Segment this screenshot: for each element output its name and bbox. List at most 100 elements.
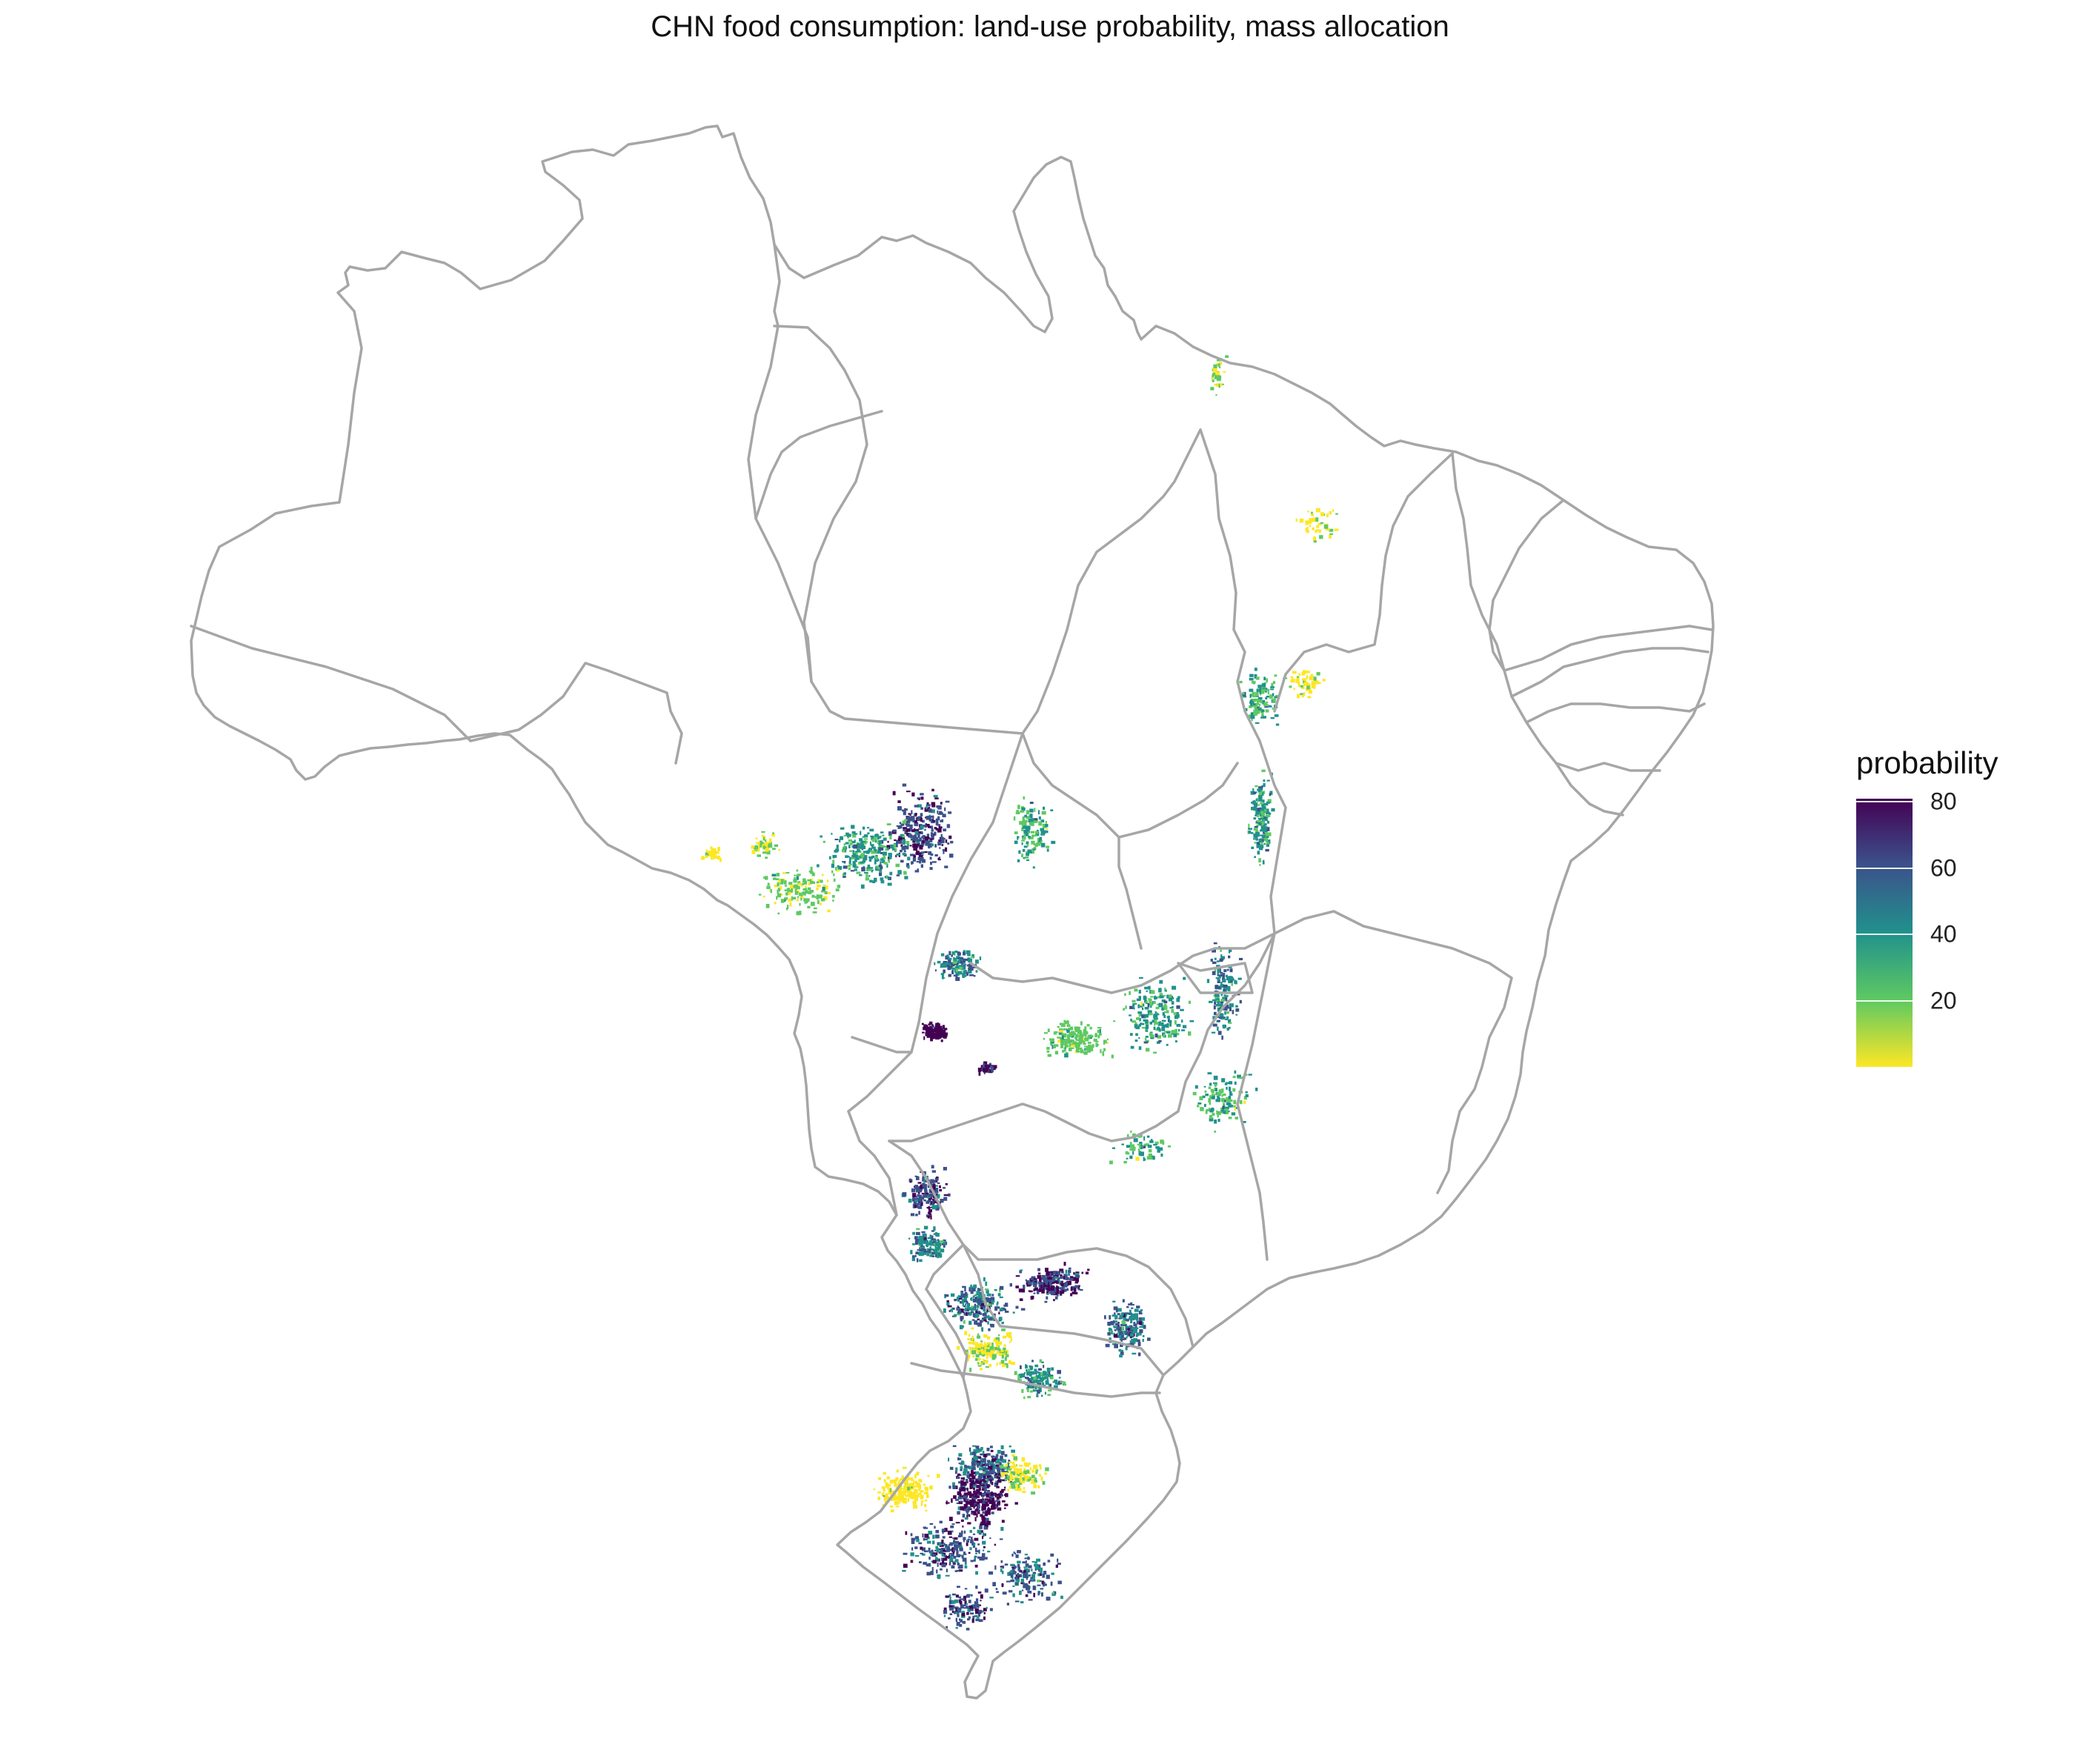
probability-pixel [1224,995,1229,997]
probability-pixel [807,879,811,882]
probability-pixel [1029,1282,1032,1286]
probability-pixel [997,1507,1002,1511]
probability-pixel [988,1068,993,1074]
probability-pixel [1255,692,1259,696]
probability-pixel [1233,1105,1236,1108]
probability-pixel [1129,1005,1134,1009]
probability-pixel [1065,1020,1069,1025]
probability-pixel [980,1458,985,1463]
probability-pixel [1113,1306,1118,1311]
probability-pixel [1235,1107,1239,1109]
probability-pixel [975,1586,978,1589]
probability-pixel [1221,958,1224,961]
probability-pixel [1018,1374,1023,1377]
probability-pixel [882,859,885,863]
probability-pixel [957,1544,960,1547]
probability-pixel [960,1316,964,1320]
probability-pixel [1334,528,1339,531]
probability-pixel [930,862,932,865]
probability-pixel [1050,1291,1054,1296]
probability-pixel [1001,1520,1005,1523]
probability-pixel [892,1479,897,1483]
probability-pixel [1023,1486,1025,1490]
probability-pixel [974,1358,978,1361]
probability-pixel [915,843,919,848]
probability-pixel [972,1484,977,1486]
probability-pixel [1097,1034,1100,1039]
probability-pixel [1032,1282,1037,1286]
probability-pixel [1217,1019,1220,1022]
probability-pixel [936,1569,938,1574]
probability-pixel [889,1481,893,1484]
probability-pixel [1158,1147,1163,1151]
probability-pixel [1208,1108,1211,1110]
probability-pixel [1255,785,1258,788]
probability-pixel [995,1588,998,1590]
probability-pixel [983,1454,988,1457]
probability-pixel [1032,1384,1034,1388]
probability-pixel [1261,769,1266,773]
probability-pixel [929,1523,934,1526]
probability-pixel [928,1200,931,1202]
probability-pixel [827,892,831,894]
probability-pixel [1031,1561,1035,1563]
probability-pixel [1018,850,1021,854]
probability-pixel [848,867,851,871]
probability-pixel [958,1295,963,1300]
probability-pixel [1047,1394,1051,1397]
probability-pixel [902,783,907,787]
probability-pixel [1258,703,1261,706]
probability-pixel [1026,1477,1030,1482]
probability-pixel [953,1540,956,1545]
probability-pixel [1111,1054,1114,1059]
probability-pixel [1048,1370,1051,1374]
probability-pixel [861,853,865,857]
probability-pixel [986,1494,990,1498]
probability-pixel [1255,808,1258,812]
probability-pixel [1133,1322,1136,1326]
probability-pixel [877,839,880,845]
probability-pixel [1213,1082,1217,1084]
probability-pixel [1062,1033,1067,1038]
probability-pixel [962,1481,967,1486]
probability-pixel [960,1484,963,1488]
probability-pixel [918,1487,921,1491]
probability-pixel [956,1622,960,1626]
probability-pixel [1006,1354,1009,1357]
probability-pixel [1023,856,1026,859]
probability-pixel [1063,1283,1068,1288]
probability-pixel [1261,685,1266,690]
probability-pixel [1007,1572,1010,1576]
probability-pixel [954,951,958,954]
probability-pixel [1014,1583,1019,1585]
probability-pixel [954,952,956,956]
legend-colorbar [1856,799,1913,1067]
probability-pixel [784,885,788,887]
probability-pixel [799,902,801,906]
probability-pixel [1057,1271,1061,1274]
probability-pixel [985,1365,990,1368]
probability-pixel [1150,990,1155,994]
probability-pixel [989,1608,993,1611]
probability-pixel [971,1335,974,1340]
probability-pixel [960,1488,964,1491]
probability-pixel [900,834,905,837]
probability-pixel [851,825,855,829]
probability-pixel [1208,1086,1212,1089]
probability-pixel [1263,828,1268,833]
probability-pixel [939,1034,943,1037]
probability-pixel [902,809,906,812]
probability-pixel [1216,1003,1220,1007]
probability-pixel [927,843,932,848]
probability-pixel [945,847,948,852]
probability-pixel [766,885,771,890]
probability-pixel [1023,1585,1027,1588]
probability-pixel [979,956,982,960]
probability-pixel [946,1548,951,1552]
probability-pixel [928,1185,930,1188]
probability-pixel [810,880,814,884]
probability-pixel [952,1482,955,1487]
probability-pixel [1255,693,1258,696]
probability-pixel [855,864,857,867]
probability-pixel [1034,1579,1036,1582]
